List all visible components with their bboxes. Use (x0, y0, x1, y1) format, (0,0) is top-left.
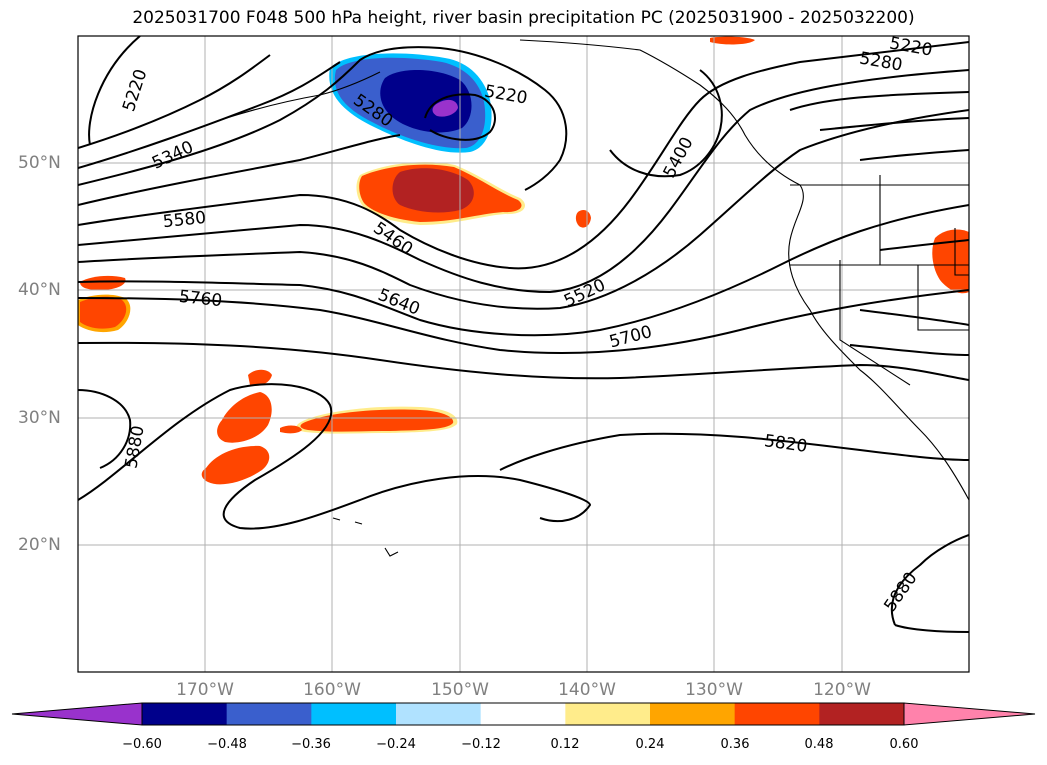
lat-label: 40°N (18, 280, 61, 300)
colorbar-tick: 0.24 (635, 737, 665, 752)
coastlines (219, 39, 969, 557)
height-contours (78, 36, 969, 633)
colorbar-segment (142, 703, 228, 725)
colorbar-tick: 0.12 (550, 737, 580, 752)
lon-label: 160°W (303, 680, 361, 700)
colorbar-tick: 0.36 (720, 737, 750, 752)
contour-label: 5580 (162, 208, 207, 232)
contour-label: 5760 (178, 287, 223, 311)
map-title: 2025031700 F048 500 hPa height, river ba… (132, 8, 915, 28)
colorbar-tick: −0.12 (461, 737, 501, 752)
lat-label: 20°N (18, 535, 61, 555)
colorbar-segment (819, 703, 905, 725)
plot-frame (77, 35, 970, 673)
graticule (78, 36, 969, 672)
lon-label: 150°W (431, 680, 489, 700)
colorbar-segment (311, 703, 397, 725)
lon-label: 170°W (176, 680, 234, 700)
precipitation-shading (78, 36, 969, 485)
lon-label: 130°W (685, 680, 743, 700)
colorbar-tick: −0.36 (291, 737, 331, 752)
lat-label: 30°N (18, 408, 61, 428)
colorbar-tick: −0.24 (376, 737, 416, 752)
colorbar-tick: 0.48 (804, 737, 834, 752)
lat-label: 50°N (18, 153, 61, 173)
colorbar-segment (226, 703, 312, 725)
colorbar-segment (565, 703, 651, 725)
colorbar-segment (480, 703, 566, 725)
lon-label: 120°W (813, 680, 871, 700)
lon-label: 140°W (558, 680, 616, 700)
colorbar-segment (734, 703, 820, 725)
colorbar-tick: −0.60 (122, 737, 162, 752)
colorbar-extend-high (903, 702, 1036, 726)
colorbar-extend-low (11, 702, 143, 726)
colorbar-segment (650, 703, 736, 725)
colorbar-tick: −0.48 (207, 737, 247, 752)
colorbar-tick: 0.60 (889, 737, 919, 752)
colorbar-segments (11, 702, 1036, 726)
colorbar-segment (396, 703, 482, 725)
